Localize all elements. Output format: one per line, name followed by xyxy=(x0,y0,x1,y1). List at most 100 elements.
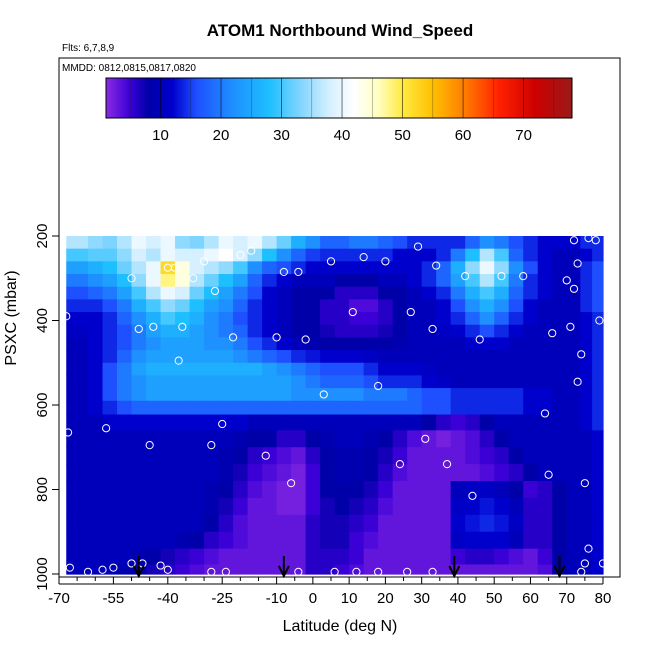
heatmap-cell xyxy=(479,299,495,313)
heatmap-cell xyxy=(378,564,394,575)
heatmap-cell xyxy=(450,350,466,364)
heatmap-cell xyxy=(204,324,220,338)
heatmap-cell xyxy=(378,337,394,351)
heatmap-cell xyxy=(88,414,104,431)
observation-point xyxy=(174,356,183,365)
flight-arrow-marker xyxy=(132,556,145,579)
heatmap-cell xyxy=(566,299,581,313)
heatmap-cell xyxy=(450,362,466,377)
heatmap-cell xyxy=(262,388,278,402)
heatmap-cell xyxy=(552,236,568,250)
heatmap-cell xyxy=(349,548,365,566)
heatmap-cell xyxy=(378,362,394,377)
heatmap-cell xyxy=(508,248,524,262)
heatmap-cell xyxy=(465,514,481,533)
heatmap-cell xyxy=(88,400,104,416)
heatmap-cell xyxy=(592,447,604,465)
heatmap-cell xyxy=(363,324,379,338)
heatmap-cell xyxy=(189,362,205,377)
heatmap-cell xyxy=(146,324,162,338)
heatmap-cell xyxy=(233,274,249,288)
heatmap-cell xyxy=(580,299,593,313)
heatmap-cell xyxy=(247,324,263,338)
heatmap-cell xyxy=(465,564,481,575)
heatmap-cell xyxy=(450,324,466,338)
heatmap-cell xyxy=(436,286,452,300)
heatmap-cell xyxy=(262,464,278,482)
heatmap-cell xyxy=(494,447,510,465)
heatmap-cell xyxy=(305,400,321,416)
heatmap-cell xyxy=(436,350,452,364)
heatmap-cell xyxy=(552,514,568,533)
heatmap-cell xyxy=(450,548,466,566)
heatmap-cell xyxy=(204,388,220,402)
heatmap-cell xyxy=(363,548,379,566)
heatmap-cell xyxy=(494,400,510,416)
heatmap-cell xyxy=(175,274,191,288)
x-tick-label: 50 xyxy=(486,590,503,607)
heatmap-cell xyxy=(494,481,510,499)
heatmap-cell xyxy=(465,362,481,377)
heatmap-cell xyxy=(189,388,205,402)
heatmap-cell xyxy=(537,299,553,313)
heatmap-cell xyxy=(479,312,495,326)
heatmap-cell xyxy=(494,430,510,448)
heatmap-cell xyxy=(204,350,220,364)
heatmap-cell xyxy=(421,514,437,533)
heatmap-cell xyxy=(566,362,581,377)
heatmap-cell xyxy=(407,248,423,262)
heatmap-cell xyxy=(160,497,176,516)
observation-point xyxy=(330,567,339,576)
heatmap-cell xyxy=(131,447,147,465)
heatmap-cell xyxy=(392,400,408,416)
heatmap-cell xyxy=(421,248,437,262)
heatmap-cell xyxy=(592,324,604,338)
heatmap-cell xyxy=(580,414,593,431)
heatmap-cell xyxy=(233,430,249,448)
heatmap-cell xyxy=(407,261,423,275)
heatmap-cell xyxy=(204,248,220,262)
heatmap-cell xyxy=(88,337,104,351)
observation-point xyxy=(395,460,405,469)
heatmap-cell xyxy=(146,447,162,465)
heatmap-cell xyxy=(77,497,89,516)
heatmap-cell xyxy=(66,350,78,364)
heatmap-cell xyxy=(160,430,176,448)
heatmap-cell xyxy=(218,414,234,431)
dates-label: MMDD: 0812,0815,0817,0820 xyxy=(62,63,196,74)
heatmap-cell xyxy=(204,337,220,351)
heatmap-cell xyxy=(523,447,539,465)
heatmap-cell xyxy=(436,514,452,533)
x-tick-label: 40 xyxy=(450,590,467,607)
heatmap-cell xyxy=(523,564,539,575)
x-tick-label: -10 xyxy=(266,590,288,607)
heatmap-cell xyxy=(436,464,452,482)
heatmap-cell xyxy=(66,274,78,288)
colorbar-tick-label: 60 xyxy=(455,127,472,144)
heatmap-cell xyxy=(378,514,394,533)
heatmap-cell xyxy=(131,286,147,300)
heatmap-cell xyxy=(407,481,423,499)
observation-point xyxy=(381,257,390,266)
heatmap-cell xyxy=(349,350,365,364)
heatmap-cell xyxy=(175,286,191,300)
heatmap-cell xyxy=(508,388,524,402)
heatmap-cell xyxy=(189,497,205,516)
heatmap-cell xyxy=(378,400,394,416)
heatmap-cell xyxy=(465,548,481,566)
heatmap-cell xyxy=(117,248,133,262)
heatmap-cell xyxy=(247,350,263,364)
heatmap-cell xyxy=(305,388,321,402)
heatmap-cell xyxy=(508,362,524,377)
heatmap-cell xyxy=(580,286,593,300)
heatmap-cell xyxy=(233,337,249,351)
heatmap-cell xyxy=(349,261,365,275)
heatmap-cell xyxy=(465,414,481,431)
heatmap-cell xyxy=(102,299,118,313)
heatmap-cell xyxy=(421,324,437,338)
heatmap-cell xyxy=(204,261,220,275)
heatmap-cell xyxy=(566,464,581,482)
heatmap-cell xyxy=(566,400,581,416)
heatmap-cell xyxy=(66,362,78,377)
observation-point xyxy=(544,470,553,479)
